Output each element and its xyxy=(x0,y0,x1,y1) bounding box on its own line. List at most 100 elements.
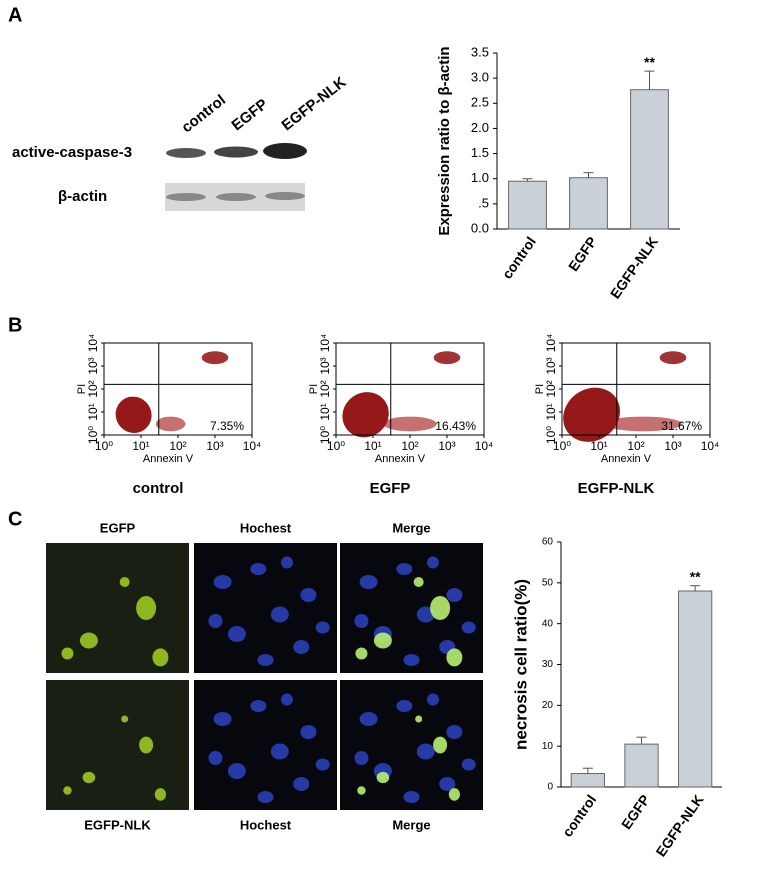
y-tick-label: 50 xyxy=(542,577,554,588)
quadrant-percent: 7.35% xyxy=(210,419,244,433)
gfp-cell xyxy=(446,648,463,667)
cell-cloud xyxy=(342,392,389,438)
y-tick-label: 60 xyxy=(542,537,554,548)
blot-lane-label: control xyxy=(178,92,229,137)
x-tick-label: EGFP xyxy=(618,792,653,832)
bar xyxy=(678,590,713,788)
y-tick-label: 10 xyxy=(542,741,554,752)
gfp-cell xyxy=(154,788,166,801)
micrograph-label: Hochest xyxy=(240,817,292,832)
y-tick-label: 10⁰ xyxy=(544,426,558,444)
bar xyxy=(624,743,659,788)
gfp-cell xyxy=(415,715,423,723)
micrograph xyxy=(194,680,337,810)
y-tick-label: 10³ xyxy=(544,357,558,374)
nucleus xyxy=(416,606,435,623)
x-tick-label: EGFP-NLK xyxy=(607,234,661,302)
y-tick-label: 10⁴ xyxy=(318,334,332,353)
quadrant-percent: 16.43% xyxy=(435,419,476,433)
blot-band xyxy=(166,193,206,201)
blot-lane-label: EGFP-NLK xyxy=(278,74,349,135)
y-tick-label: 10¹ xyxy=(86,403,100,420)
bar xyxy=(569,177,608,230)
nucleus xyxy=(426,556,439,569)
y-tick-label: 10² xyxy=(544,380,558,397)
nucleus xyxy=(315,758,330,771)
y-tick-label: 10⁰ xyxy=(86,426,100,444)
nucleus xyxy=(213,575,232,589)
y-tick-label: 3.0 xyxy=(471,70,489,85)
y-tick-label: 2.5 xyxy=(471,95,489,110)
gfp-cell xyxy=(373,632,392,649)
cell-cloud xyxy=(115,396,152,433)
x-tick-label: 10¹ xyxy=(590,439,607,453)
micrograph-label: EGFP xyxy=(100,520,136,535)
bar xyxy=(508,180,547,230)
y-axis-label: necrosis cell ratio(%) xyxy=(511,579,530,750)
y-axis-label: PI xyxy=(534,384,546,394)
nucleus xyxy=(439,777,456,791)
gfp-cell xyxy=(413,577,424,587)
y-tick-label: 10⁴ xyxy=(86,334,100,353)
blot-band xyxy=(265,192,305,200)
x-tick-label: 10² xyxy=(627,439,644,453)
bar xyxy=(630,89,669,230)
gfp-cell xyxy=(136,596,157,620)
gfp-cell xyxy=(448,788,460,801)
x-tick-label: 10⁴ xyxy=(475,439,494,453)
gfp-cell xyxy=(355,647,368,660)
x-tick-label: EGFP xyxy=(565,234,600,274)
y-tick-label: 30 xyxy=(542,659,554,670)
blot-band xyxy=(166,148,206,158)
nucleus xyxy=(293,777,310,791)
y-tick-label: .5 xyxy=(478,195,489,210)
blot-lane-label: EGFP xyxy=(228,96,271,135)
blot-band xyxy=(214,146,258,158)
y-tick-label: 2.0 xyxy=(471,120,489,135)
panel-label: C xyxy=(8,508,22,530)
x-axis-label: Annexin V xyxy=(143,453,194,465)
nucleus xyxy=(315,621,330,634)
x-tick-label: 10¹ xyxy=(364,439,381,453)
blot-band xyxy=(263,143,307,159)
nucleus xyxy=(403,791,420,803)
y-tick-label: 1.0 xyxy=(471,170,489,185)
nucleus xyxy=(359,575,378,589)
nucleus xyxy=(426,693,439,706)
nucleus xyxy=(257,791,274,803)
plot-caption: EGFP-NLK xyxy=(578,480,655,497)
cell-cloud xyxy=(433,351,461,365)
micrograph-label: EGFP-NLK xyxy=(84,817,151,832)
x-tick-label: 10³ xyxy=(206,439,223,453)
x-tick-label: 10⁰ xyxy=(553,439,571,453)
nucleus xyxy=(446,725,463,739)
y-axis-label: PI xyxy=(308,384,320,394)
gfp-cell xyxy=(357,786,366,795)
x-axis-label: Annexin V xyxy=(601,453,652,465)
y-tick-label: 40 xyxy=(542,618,554,629)
panel-label: A xyxy=(8,4,22,26)
nucleus xyxy=(416,743,435,760)
x-tick-label: 10⁴ xyxy=(701,439,720,453)
y-tick-label: 0.0 xyxy=(471,220,489,235)
nucleus xyxy=(280,556,293,569)
micrograph-label: Merge xyxy=(392,520,430,535)
gfp-cell xyxy=(82,771,96,784)
y-tick-label: 3.5 xyxy=(471,44,489,59)
bar xyxy=(570,773,605,788)
nucleus xyxy=(359,712,378,726)
x-tick-label: EGFP-NLK xyxy=(653,792,707,860)
x-tick-label: 10³ xyxy=(438,439,455,453)
x-tick-label: 10⁰ xyxy=(95,439,113,453)
x-tick-label: 10⁰ xyxy=(327,439,345,453)
nucleus xyxy=(213,712,232,726)
nucleus xyxy=(354,614,369,628)
panel-label: B xyxy=(8,314,22,336)
y-tick-label: 10⁴ xyxy=(544,334,558,353)
nucleus xyxy=(446,588,463,602)
cell-cloud xyxy=(563,387,620,442)
micrograph-label: Hochest xyxy=(240,520,292,535)
y-tick-label: 10² xyxy=(318,380,332,397)
plot-caption: control xyxy=(133,480,184,497)
significance-label: ** xyxy=(690,568,701,584)
